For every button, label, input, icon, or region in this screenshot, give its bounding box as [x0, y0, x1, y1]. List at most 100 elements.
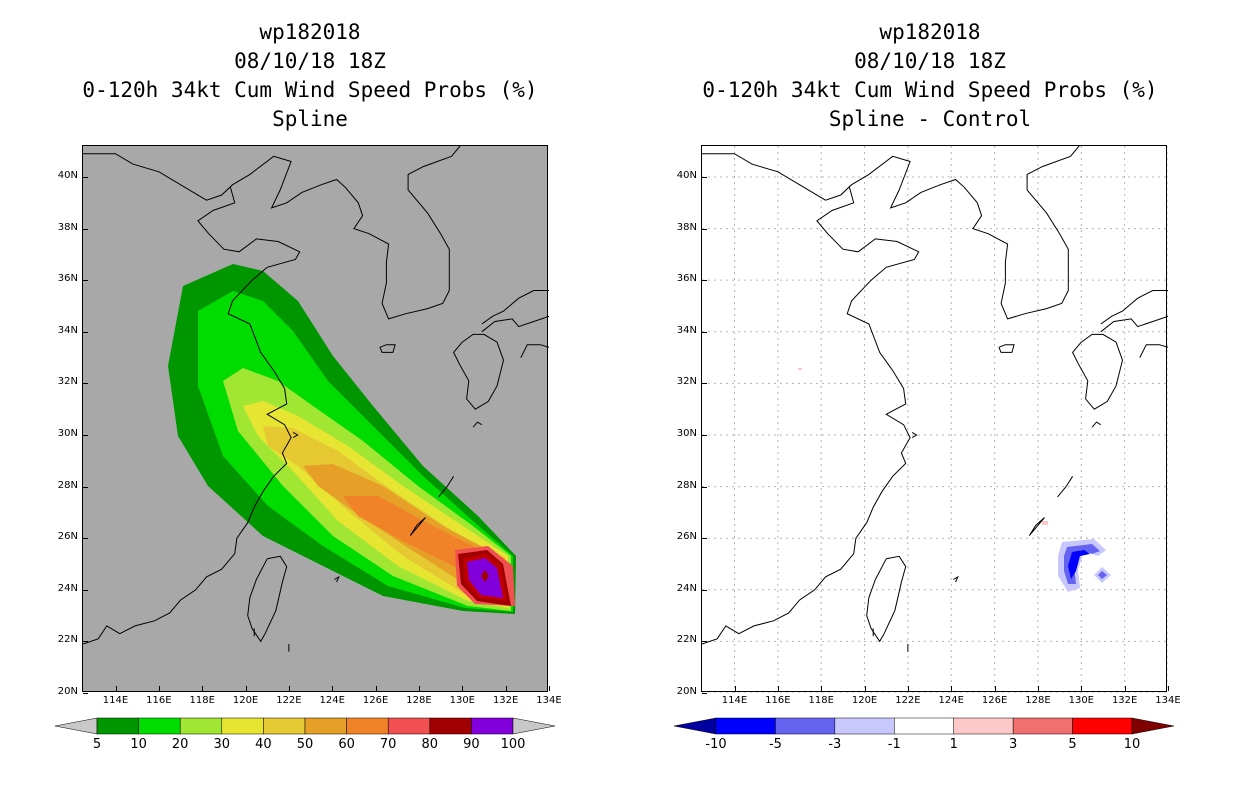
coastline-segment — [866, 555, 907, 643]
colorbar-label: -1 — [887, 737, 901, 752]
right-panel-title: wp182018 08/10/18 18Z 0-120h 34kt Cum Wi… — [680, 18, 1180, 134]
colorbar-label: 80 — [421, 737, 439, 752]
lon-tick — [1168, 686, 1169, 691]
coastline-segment — [1072, 333, 1124, 410]
storm-id: wp182018 — [259, 20, 361, 44]
coastline-segment — [472, 421, 483, 428]
lon-label: 122E — [895, 695, 921, 706]
lon-tick — [951, 686, 953, 691]
lon-label: 134E — [1155, 695, 1181, 706]
lat-label: 26N — [676, 531, 697, 543]
lon-label: 128E — [1025, 695, 1051, 706]
coastlines — [702, 146, 1168, 652]
lat-label: 40N — [676, 169, 697, 181]
lat-tick — [702, 538, 707, 540]
coastline-segment — [702, 187, 920, 645]
lat-label: 24N — [57, 582, 78, 594]
colorbar-label: 40 — [255, 737, 272, 752]
lat-label: 36N — [57, 273, 78, 285]
colorbar-label: 10 — [130, 737, 147, 752]
lat-label: 30N — [676, 427, 697, 439]
coastlines — [83, 146, 549, 652]
lat-tick — [83, 331, 88, 333]
pos-diff-speck — [798, 368, 802, 370]
colorbar-label: 1 — [949, 737, 958, 752]
dotted-gridlines — [702, 146, 1168, 693]
lat-tick — [83, 589, 88, 591]
colorbar-label: -5 — [768, 737, 782, 752]
lat-tick — [702, 486, 707, 488]
lon-tick — [821, 686, 823, 691]
lat-tick — [83, 641, 88, 643]
lon-label: 116E — [765, 695, 791, 706]
lat-tick — [702, 641, 707, 643]
colorbar-label: 100 — [500, 737, 526, 752]
lon-tick — [462, 686, 464, 691]
prob-max-marker — [481, 570, 489, 582]
right-colorbar — [674, 717, 1174, 735]
lon-label: 120E — [232, 695, 259, 706]
lat-tick — [83, 538, 88, 540]
coastline-segment — [481, 290, 549, 325]
lon-label: 128E — [406, 695, 432, 706]
lon-label: 120E — [851, 695, 878, 706]
left-probability-map: 40N 38N 36N 34N 32N 30N 28N 26N 24N 22N 20N 114E 116… — [58, 145, 562, 706]
lat-tick — [83, 280, 88, 282]
lat-label: 26N — [57, 531, 78, 543]
lat-label: 30N — [57, 427, 78, 439]
lat-tick — [83, 383, 88, 385]
lon-label: 134E — [536, 695, 562, 706]
lon-tick — [418, 686, 420, 691]
lon-label: 130E — [449, 695, 475, 706]
lon-tick — [202, 686, 204, 691]
colorbar-label: 5 — [1068, 737, 1077, 752]
coastline-segment — [379, 344, 396, 353]
lat-tick — [83, 228, 88, 230]
lon-tick — [505, 686, 507, 691]
product-title: 0-120h 34kt Cum Wind Speed Probs (%) — [702, 78, 1158, 102]
colorbar-under-triangle — [55, 717, 98, 735]
lon-label: 118E — [808, 695, 834, 706]
coastline-segment — [83, 146, 461, 320]
lat-tick — [83, 693, 88, 694]
lon-label: 124E — [938, 695, 964, 706]
lat-label: 34N — [676, 324, 697, 336]
lat-tick — [83, 434, 88, 436]
colorbar-swatch — [179, 717, 223, 735]
lon-tick — [1124, 686, 1126, 691]
lat-tick — [702, 280, 707, 282]
lat-label: 38N — [676, 221, 697, 233]
colorbar-swatch — [346, 717, 389, 735]
coastline-segment — [1100, 315, 1168, 333]
lon-tick — [332, 686, 334, 691]
init-time: 08/10/18 18Z — [854, 49, 1006, 73]
lat-tick — [702, 589, 707, 591]
lat-tick — [702, 331, 707, 333]
colorbar-label: 5 — [92, 737, 102, 752]
storm-id: wp182018 — [879, 20, 981, 44]
probability-swath — [168, 264, 516, 614]
lon-tick — [158, 686, 160, 691]
lon-tick — [245, 686, 247, 691]
coastline-segment — [247, 555, 288, 643]
lat-tick — [83, 176, 88, 178]
colorbar-label: -3 — [828, 737, 842, 752]
coastline-segment — [520, 344, 549, 358]
colorbar-swatch — [138, 717, 181, 735]
lat-label: 20N — [57, 686, 78, 697]
lat-tick — [702, 693, 707, 694]
lat-label: 22N — [57, 634, 78, 646]
lon-tick — [115, 686, 117, 691]
coastline-segment — [998, 344, 1015, 353]
colorbar-swatch — [715, 717, 776, 735]
coastline-segment — [453, 333, 505, 410]
coastline-segment — [702, 146, 1080, 320]
lat-label: 36N — [676, 273, 697, 285]
lat-tick — [702, 176, 707, 178]
lat-label: 28N — [57, 479, 78, 491]
colorbar-swatch — [221, 717, 264, 735]
colorbar-label: 60 — [338, 737, 355, 752]
colorbar-swatch — [387, 717, 431, 735]
lon-label: 114E — [102, 695, 129, 706]
neg-diff-inner — [1068, 550, 1090, 579]
